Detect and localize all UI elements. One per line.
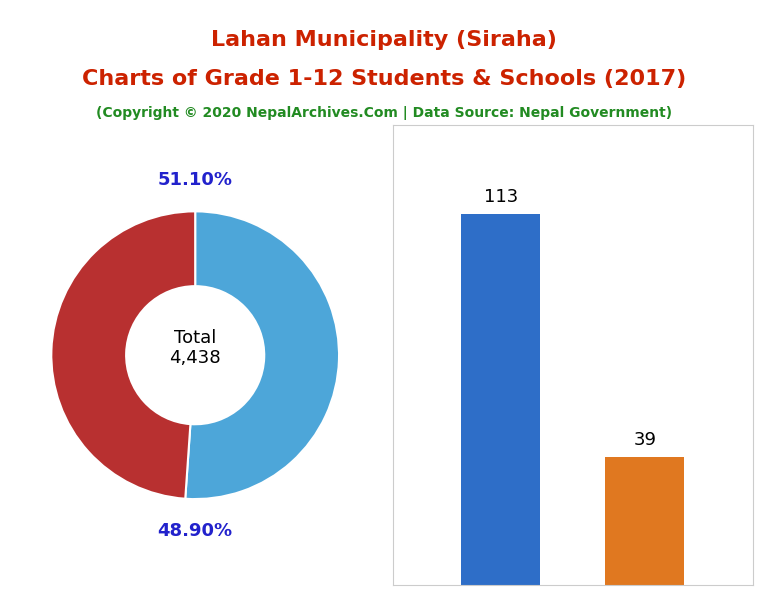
Text: 113: 113 [484, 188, 518, 206]
Bar [462, 214, 541, 585]
Wedge shape [185, 211, 339, 499]
Text: Charts of Grade 1-12 Students & Schools (2017): Charts of Grade 1-12 Students & Schools … [82, 69, 686, 89]
Text: 48.90%: 48.90% [157, 522, 233, 540]
Text: Total
4,438: Total 4,438 [170, 328, 221, 367]
Text: 51.10%: 51.10% [157, 171, 233, 189]
Text: 39: 39 [634, 431, 656, 449]
Wedge shape [51, 211, 195, 498]
Bar [605, 457, 684, 585]
Text: (Copyright © 2020 NepalArchives.Com | Data Source: Nepal Government): (Copyright © 2020 NepalArchives.Com | Da… [96, 106, 672, 120]
Text: Lahan Municipality (Siraha): Lahan Municipality (Siraha) [211, 30, 557, 50]
